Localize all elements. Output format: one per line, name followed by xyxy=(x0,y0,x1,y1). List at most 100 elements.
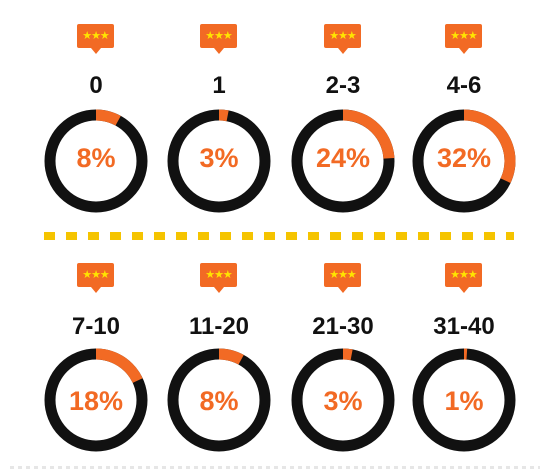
divider-dash xyxy=(286,232,297,240)
stars-icon: ★★★ xyxy=(205,29,233,42)
divider-dash xyxy=(308,232,319,240)
star-badge-icon: ★★★ xyxy=(200,24,237,54)
border-dot xyxy=(378,466,382,469)
divider-dash xyxy=(220,232,231,240)
value-label: 8% xyxy=(76,143,116,173)
border-dot xyxy=(42,466,46,469)
donut-chart xyxy=(44,109,148,213)
border-dot xyxy=(226,466,230,469)
border-dot xyxy=(138,466,142,469)
border-dot xyxy=(410,466,414,469)
border-dot xyxy=(370,466,374,469)
category-label: 31-40 xyxy=(433,313,495,340)
value-label: 3% xyxy=(199,143,239,173)
border-dot xyxy=(202,466,206,469)
border-dot xyxy=(274,466,278,469)
category-label: 21-30 xyxy=(312,313,374,340)
border-dot xyxy=(266,466,270,469)
category-label: 7-10 xyxy=(71,313,121,340)
category-label: 1 xyxy=(212,72,226,99)
divider-dash xyxy=(440,232,451,240)
border-dot xyxy=(322,466,326,469)
border-dot xyxy=(50,466,54,469)
border-dot xyxy=(146,466,150,469)
divider-dash xyxy=(154,232,165,240)
border-dot xyxy=(506,466,510,469)
donut-value-arc xyxy=(44,348,148,452)
border-dot xyxy=(298,466,302,469)
border-dot xyxy=(90,466,94,469)
border-dot xyxy=(26,466,30,469)
border-dot xyxy=(74,466,78,469)
value-label: 18% xyxy=(68,386,124,416)
border-dot xyxy=(466,466,470,469)
stars-icon: ★★★ xyxy=(205,268,233,281)
dotted-divider xyxy=(44,232,514,240)
value-label: 8% xyxy=(199,386,239,416)
divider-dash xyxy=(330,232,341,240)
border-dot xyxy=(10,466,14,469)
border-dot xyxy=(394,466,398,469)
border-dot xyxy=(442,466,446,469)
divider-dash xyxy=(198,232,209,240)
border-dot xyxy=(218,466,222,469)
border-dot xyxy=(490,466,494,469)
border-dot xyxy=(242,466,246,469)
star-badge-icon: ★★★ xyxy=(445,24,482,54)
donut-value-arc xyxy=(167,348,271,452)
value-label: 32% xyxy=(436,143,492,173)
border-dot xyxy=(34,466,38,469)
donut-value-arc xyxy=(291,109,395,213)
donut-value-arc xyxy=(412,348,516,452)
border-dot xyxy=(258,466,262,469)
divider-dash xyxy=(176,232,187,240)
category-label: 0 xyxy=(89,72,103,99)
divider-dash xyxy=(352,232,363,240)
donut-chart xyxy=(412,348,516,452)
border-dot xyxy=(154,466,158,469)
border-dot xyxy=(434,466,438,469)
border-dot xyxy=(314,466,318,469)
star-badge-icon: ★★★ xyxy=(445,263,482,293)
donut-chart xyxy=(291,348,395,452)
border-dot xyxy=(122,466,126,469)
donut-value-arc xyxy=(412,109,516,213)
divider-dash xyxy=(242,232,253,240)
star-badge-icon: ★★★ xyxy=(324,24,361,54)
divider-dash xyxy=(44,232,55,240)
star-badge-icon: ★★★ xyxy=(77,263,114,293)
divider-dash xyxy=(462,232,473,240)
border-dot xyxy=(418,466,422,469)
border-dot xyxy=(210,466,214,469)
border-dot xyxy=(98,466,102,469)
border-dot xyxy=(186,466,190,469)
category-label: 11-20 xyxy=(188,313,250,340)
divider-dash xyxy=(88,232,99,240)
border-dot xyxy=(482,466,486,469)
divider-dash xyxy=(110,232,121,240)
border-dot xyxy=(106,466,110,469)
border-dot xyxy=(346,466,350,469)
border-dot xyxy=(498,466,502,469)
border-dot xyxy=(170,466,174,469)
border-dot xyxy=(114,466,118,469)
border-dot xyxy=(290,466,294,469)
star-badge-icon: ★★★ xyxy=(200,263,237,293)
border-dot xyxy=(162,466,166,469)
border-dot xyxy=(282,466,286,469)
divider-dash xyxy=(132,232,143,240)
star-badge-icon: ★★★ xyxy=(77,24,114,54)
border-dot xyxy=(362,466,366,469)
star-badge-icon: ★★★ xyxy=(324,263,361,293)
donut-chart xyxy=(167,109,271,213)
stars-icon: ★★★ xyxy=(450,29,478,42)
divider-dash xyxy=(484,232,495,240)
value-label: 3% xyxy=(323,386,363,416)
value-label: 24% xyxy=(315,143,371,173)
border-dot xyxy=(426,466,430,469)
border-dot xyxy=(538,466,540,469)
border-dot xyxy=(338,466,342,469)
border-dot xyxy=(194,466,198,469)
divider-dash xyxy=(506,232,514,240)
